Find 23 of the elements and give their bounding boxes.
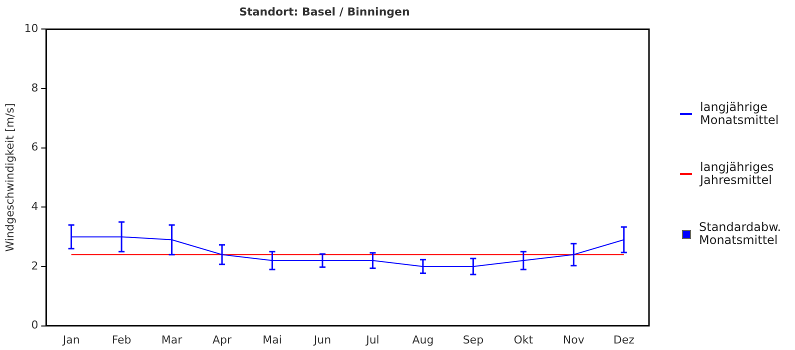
x-tick-label: Mai	[262, 333, 282, 346]
x-tick-label: Sep	[462, 333, 484, 346]
x-tick-label: Mar	[161, 333, 183, 346]
x-tick-label: Okt	[514, 333, 534, 346]
x-tick-label: Nov	[562, 333, 585, 346]
x-tick-label: Jul	[365, 333, 380, 346]
y-tick-label: 8	[31, 81, 38, 94]
y-tick-label: 0	[31, 318, 38, 332]
y-axis-title: Windgeschwindigkeit [m/s]	[3, 103, 16, 252]
y-tick-label: 6	[31, 140, 38, 154]
x-tick-label: Jun	[312, 333, 332, 346]
legend-label: langjähriges Jahresmittel	[700, 160, 774, 187]
text: Standardabw. Monatsmittel	[699, 220, 782, 247]
x-tick-label: Apr	[212, 333, 232, 346]
x-tick-label: Jan	[62, 333, 80, 346]
x-tick-label: Feb	[112, 333, 132, 346]
y-tick-label: 2	[31, 259, 38, 272]
x-tick-label: Aug	[412, 333, 434, 346]
y-tick-label: 4	[31, 200, 38, 214]
y-tick-label: 10	[24, 22, 38, 36]
x-tick-label: Dez	[613, 333, 635, 346]
legend-label: langjährige Monatsmittel	[700, 100, 779, 127]
chart-title: Standort: Basel / Binningen	[239, 5, 410, 18]
